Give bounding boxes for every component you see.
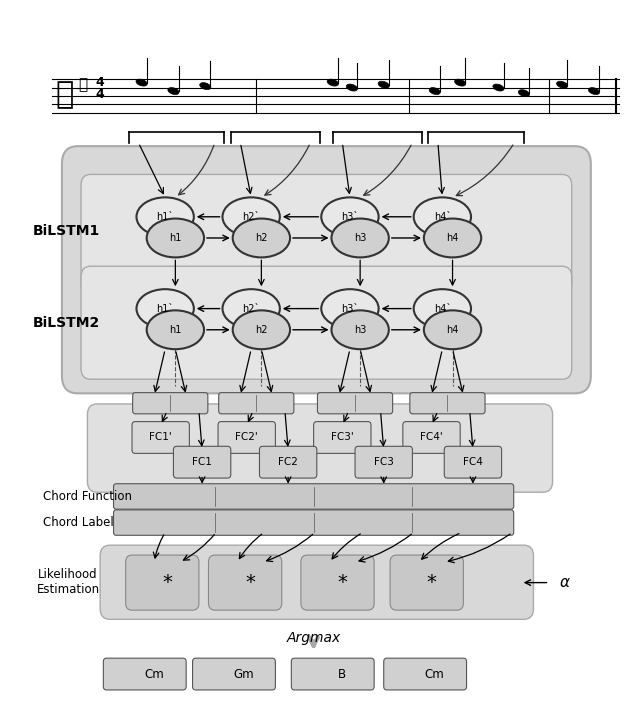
Text: h3: h3 (354, 233, 366, 243)
Text: FC3: FC3 (374, 457, 394, 467)
Text: $\alpha$: $\alpha$ (559, 575, 571, 590)
FancyBboxPatch shape (62, 146, 591, 393)
Text: h2: h2 (255, 325, 268, 335)
Text: Likelihood
Estimation: Likelihood Estimation (36, 568, 100, 596)
Text: 𝄞: 𝄞 (56, 80, 74, 109)
Ellipse shape (321, 289, 379, 328)
Text: h1`: h1` (157, 212, 174, 222)
Text: FC2': FC2' (236, 432, 258, 442)
FancyBboxPatch shape (390, 555, 463, 610)
Text: 𝄫: 𝄫 (78, 77, 87, 92)
Ellipse shape (413, 197, 471, 236)
Text: FC4': FC4' (420, 432, 443, 442)
Ellipse shape (413, 289, 471, 328)
FancyBboxPatch shape (291, 658, 374, 690)
Ellipse shape (136, 79, 147, 86)
Ellipse shape (223, 289, 280, 328)
Text: h2`: h2` (243, 303, 260, 313)
Text: h2`: h2` (243, 212, 260, 222)
Text: Chord Function: Chord Function (43, 490, 132, 503)
Text: Argmax: Argmax (287, 632, 340, 645)
Ellipse shape (557, 82, 568, 88)
Ellipse shape (147, 311, 204, 350)
Text: h3`: h3` (341, 212, 358, 222)
FancyBboxPatch shape (125, 555, 199, 610)
Text: h1: h1 (169, 325, 182, 335)
Ellipse shape (233, 218, 290, 257)
FancyBboxPatch shape (301, 555, 374, 610)
FancyBboxPatch shape (209, 555, 282, 610)
Text: *: * (337, 573, 348, 592)
FancyBboxPatch shape (317, 393, 393, 414)
Ellipse shape (332, 311, 389, 350)
Text: Gm: Gm (233, 668, 254, 681)
FancyBboxPatch shape (113, 510, 514, 535)
FancyBboxPatch shape (410, 393, 485, 414)
FancyBboxPatch shape (81, 266, 572, 379)
Ellipse shape (168, 88, 179, 94)
Ellipse shape (518, 90, 529, 96)
Text: h4`: h4` (434, 212, 451, 222)
Text: BiLSTM2: BiLSTM2 (33, 316, 100, 330)
Ellipse shape (346, 84, 358, 91)
Ellipse shape (136, 289, 194, 328)
FancyBboxPatch shape (259, 446, 317, 478)
Ellipse shape (429, 88, 440, 94)
Text: FC2: FC2 (278, 457, 298, 467)
Ellipse shape (424, 218, 481, 257)
Text: h4`: h4` (434, 303, 451, 313)
Text: h3: h3 (354, 325, 366, 335)
Text: BiLSTM1: BiLSTM1 (33, 224, 100, 238)
FancyBboxPatch shape (132, 393, 208, 414)
FancyBboxPatch shape (113, 484, 514, 509)
Text: B: B (339, 668, 346, 681)
Text: Cm: Cm (425, 668, 445, 681)
Text: h4: h4 (446, 233, 459, 243)
Ellipse shape (321, 197, 379, 236)
Text: FC1: FC1 (192, 457, 212, 467)
FancyBboxPatch shape (88, 404, 552, 492)
FancyBboxPatch shape (444, 446, 502, 478)
FancyBboxPatch shape (81, 174, 572, 294)
Text: *: * (162, 573, 172, 592)
Text: h2: h2 (255, 233, 268, 243)
FancyBboxPatch shape (219, 393, 294, 414)
Ellipse shape (332, 218, 389, 257)
Ellipse shape (588, 88, 600, 94)
Ellipse shape (147, 218, 204, 257)
Text: h1`: h1` (157, 303, 174, 313)
FancyBboxPatch shape (314, 422, 371, 453)
Text: *: * (245, 573, 255, 592)
Text: 4: 4 (96, 88, 104, 101)
Text: Chord Label: Chord Label (43, 516, 113, 529)
FancyBboxPatch shape (100, 545, 534, 620)
Text: Cm: Cm (145, 668, 164, 681)
Ellipse shape (136, 197, 194, 236)
FancyBboxPatch shape (218, 422, 275, 453)
Ellipse shape (493, 84, 504, 91)
FancyBboxPatch shape (103, 658, 186, 690)
Ellipse shape (454, 79, 466, 86)
Text: h3`: h3` (341, 303, 358, 313)
Ellipse shape (200, 83, 211, 89)
Text: h4: h4 (446, 325, 459, 335)
FancyBboxPatch shape (193, 658, 275, 690)
FancyBboxPatch shape (132, 422, 189, 453)
Text: FC1': FC1' (149, 432, 172, 442)
Ellipse shape (424, 311, 481, 350)
Ellipse shape (223, 197, 280, 236)
Text: *: * (427, 573, 436, 592)
Ellipse shape (378, 82, 389, 88)
FancyBboxPatch shape (384, 658, 467, 690)
Text: h1: h1 (169, 233, 182, 243)
Ellipse shape (233, 311, 290, 350)
FancyBboxPatch shape (355, 446, 412, 478)
Ellipse shape (327, 79, 339, 86)
Text: FC4: FC4 (463, 457, 483, 467)
FancyBboxPatch shape (173, 446, 231, 478)
FancyBboxPatch shape (403, 422, 460, 453)
Text: FC3': FC3' (331, 432, 354, 442)
Text: 4: 4 (96, 76, 104, 89)
